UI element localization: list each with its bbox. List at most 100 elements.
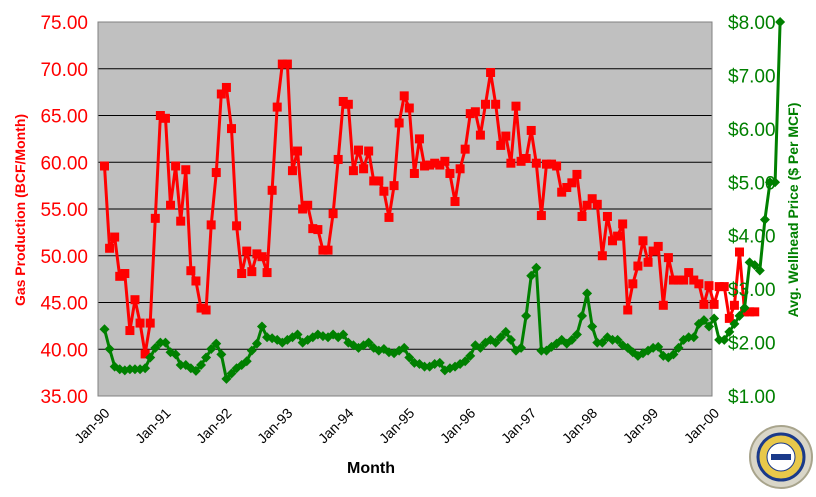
gas-production-point [369, 176, 379, 186]
gas-production-point [704, 281, 714, 291]
wellhead-price-point [597, 337, 608, 348]
gas-production-point [343, 99, 353, 109]
gas-production-point [257, 252, 267, 262]
gas-production-point [110, 232, 120, 242]
gas-production-point [491, 99, 501, 109]
gas-production-point [475, 130, 485, 140]
left-tick-label: 35.00 [40, 387, 88, 408]
wellhead-price-point [526, 270, 537, 281]
wellhead-price-point [465, 350, 476, 361]
gas-production-point [511, 101, 521, 111]
gas-production-point [338, 96, 348, 106]
wellhead-price-point [739, 302, 750, 313]
gas-production-point [430, 158, 440, 168]
right-tick-label: $5.00 [728, 173, 776, 194]
gas-production-point [521, 154, 531, 164]
wellhead-price-point [516, 342, 527, 353]
gas-production-point [648, 246, 658, 256]
wellhead-price-point [490, 337, 501, 348]
gas-production-point [166, 200, 176, 210]
right-axis-title: Avg. Wellhead Price ($ Per MCF) [785, 103, 801, 318]
gas-production-point [348, 166, 358, 176]
wellhead-price-point [475, 342, 486, 353]
gas-production-point [191, 276, 201, 286]
x-tick-label: Jan-97 [498, 405, 540, 447]
wellhead-price-point [99, 324, 110, 335]
x-tick-label: Jan-94 [315, 405, 357, 447]
wellhead-price-point [124, 364, 135, 375]
wellhead-price-point [714, 334, 725, 345]
gas-production-point [613, 231, 623, 241]
wellhead-price-point [226, 368, 237, 379]
x-tick-label: Jan-98 [559, 405, 601, 447]
wellhead-price-point [734, 310, 745, 321]
gas-production-point [237, 269, 247, 279]
wellhead-price-point [724, 326, 735, 337]
gas-production-point [399, 91, 409, 101]
gas-production-point [633, 261, 643, 271]
wellhead-price-point [256, 321, 267, 332]
gas-production-point [282, 59, 292, 69]
right-tick-label: $3.00 [728, 280, 776, 301]
gas-production-point [333, 154, 343, 164]
gas-production-point [541, 159, 551, 169]
seal-logo [749, 425, 813, 489]
gas-production-point [155, 111, 165, 120]
gas-production-point [501, 131, 511, 141]
gas-production-point [623, 305, 633, 315]
gas-production-point [668, 275, 678, 285]
gas-production-point [506, 158, 516, 168]
gas-production-point [618, 219, 628, 229]
wellhead-price-point [104, 343, 115, 354]
gas-production-point [481, 99, 490, 109]
wellhead-price-point [587, 321, 598, 332]
wellhead-price-point [160, 337, 171, 348]
series-wellhead-price [99, 17, 786, 384]
wellhead-price-point [292, 329, 303, 340]
gas-production-point [221, 82, 231, 92]
gas-production-point [552, 161, 562, 171]
wellhead-price-point [582, 288, 593, 299]
gas-production-point [115, 271, 125, 281]
gas-production-point [323, 245, 333, 255]
gas-production-point [176, 216, 186, 226]
wellhead-price-point [668, 349, 679, 360]
gas-production-point [536, 211, 546, 221]
gas-production-point [201, 305, 211, 315]
gas-production-point [318, 245, 328, 255]
gas-production-point [577, 211, 587, 221]
gas-production-point [328, 209, 338, 219]
wellhead-price-point [221, 373, 232, 384]
gas-production-point [394, 118, 404, 128]
gas-production-point [450, 197, 460, 207]
plot-border [97, 21, 713, 397]
gas-production-point [567, 178, 577, 188]
wellhead-price-point [363, 337, 374, 348]
gas-production-point [293, 146, 303, 156]
gas-production-point [409, 168, 419, 178]
wellhead-price-point [155, 337, 166, 348]
wellhead-price-point [434, 357, 445, 368]
wellhead-price-point [399, 342, 410, 353]
wellhead-price-point [754, 265, 765, 276]
right-tick-label: $1.00 [728, 387, 776, 408]
wellhead-price-point [175, 360, 186, 371]
wellhead-price-point [521, 310, 532, 321]
gas-production-point [227, 124, 236, 134]
gas-production-point [262, 268, 272, 278]
wellhead-price-point [216, 349, 227, 360]
gas-production-point [379, 186, 389, 196]
gas-production-point [420, 161, 430, 171]
wellhead-price-point [251, 338, 262, 349]
wellhead-price-point [704, 321, 715, 332]
gas-production-point [750, 307, 760, 317]
gas-production-point [100, 161, 109, 171]
wellhead-price-point [759, 214, 770, 225]
gas-production-point [247, 267, 257, 277]
wellhead-price-point [729, 318, 740, 329]
gas-production-point [105, 243, 115, 253]
wellhead-price-point [190, 365, 201, 376]
wellhead-price-point [775, 17, 786, 27]
right-tick-label: $2.00 [728, 334, 776, 355]
wellhead-price-point [653, 341, 664, 352]
